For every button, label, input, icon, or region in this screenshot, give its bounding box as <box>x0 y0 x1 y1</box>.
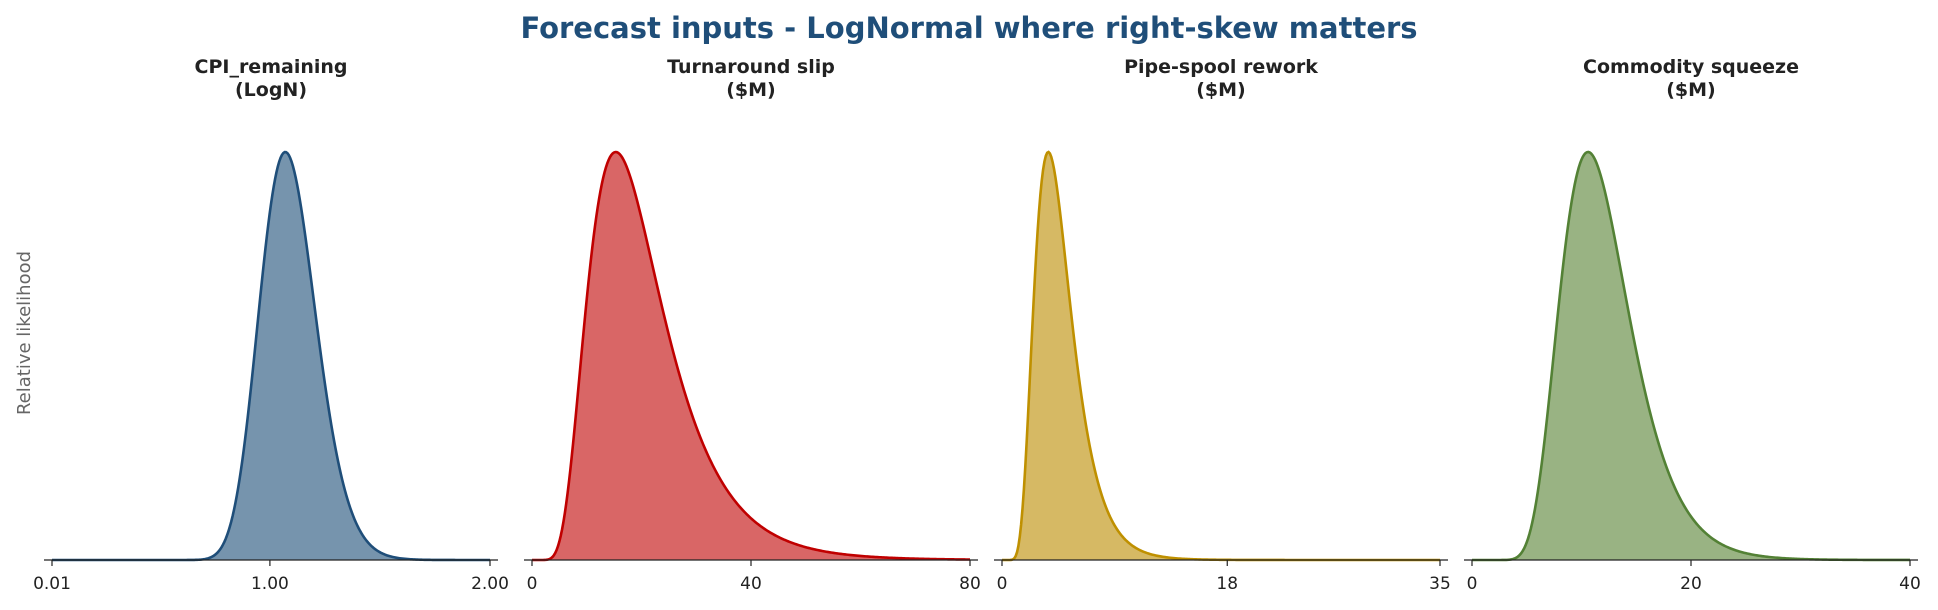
panel-title: Commodity squeeze <box>1583 56 1799 78</box>
panel-subtitle: ($M) <box>1196 79 1246 101</box>
panel-turnaround-slip: Turnaround slip($M) 0 40 80 <box>524 56 981 594</box>
x-tick-label: 0.01 <box>33 574 71 594</box>
panel-subtitle: ($M) <box>726 79 776 101</box>
panel-title: CPI_remaining <box>195 56 348 78</box>
x-tick-label: 18 <box>1216 574 1238 594</box>
density-area <box>532 152 970 560</box>
x-tick-label: 80 <box>959 574 981 594</box>
x-tick-label: 40 <box>1899 574 1921 594</box>
y-axis-label: Relative likelihood <box>14 251 35 415</box>
density-line <box>1472 150 1910 562</box>
x-tick-label: 0 <box>527 574 538 594</box>
figure-title: Forecast inputs - LogNormal where right-… <box>520 11 1417 45</box>
panel-commodity-squeeze: Commodity squeeze($M) 0 20 40 <box>1464 56 1921 594</box>
x-tick-label: 0 <box>1467 574 1478 594</box>
panel-title: Pipe-spool rework <box>1124 56 1318 78</box>
x-tick-label: 0 <box>997 574 1008 594</box>
x-tick-label: 40 <box>740 574 762 594</box>
panels: CPI_remaining(LogN) 0.01 1.00 2.00 Turnaroun… <box>33 56 1921 594</box>
x-tick-label: 35 <box>1429 574 1451 594</box>
density-line <box>532 150 971 562</box>
x-tick-label: 20 <box>1680 574 1702 594</box>
panel-cpi-remaining: CPI_remaining(LogN) 0.01 1.00 2.00 <box>33 56 509 594</box>
density-area <box>1472 152 1910 560</box>
panel-subtitle: (LogN) <box>235 79 307 101</box>
panel-subtitle: ($M) <box>1666 79 1716 101</box>
x-tick-label: 1.00 <box>251 574 289 594</box>
density-area <box>52 152 490 560</box>
panel-title: Turnaround slip <box>667 56 835 78</box>
panel-pipe-spool-rework: Pipe-spool rework($M) 0 18 35 <box>994 56 1451 594</box>
x-tick-label: 2.00 <box>471 574 509 594</box>
density-area <box>1002 152 1440 560</box>
